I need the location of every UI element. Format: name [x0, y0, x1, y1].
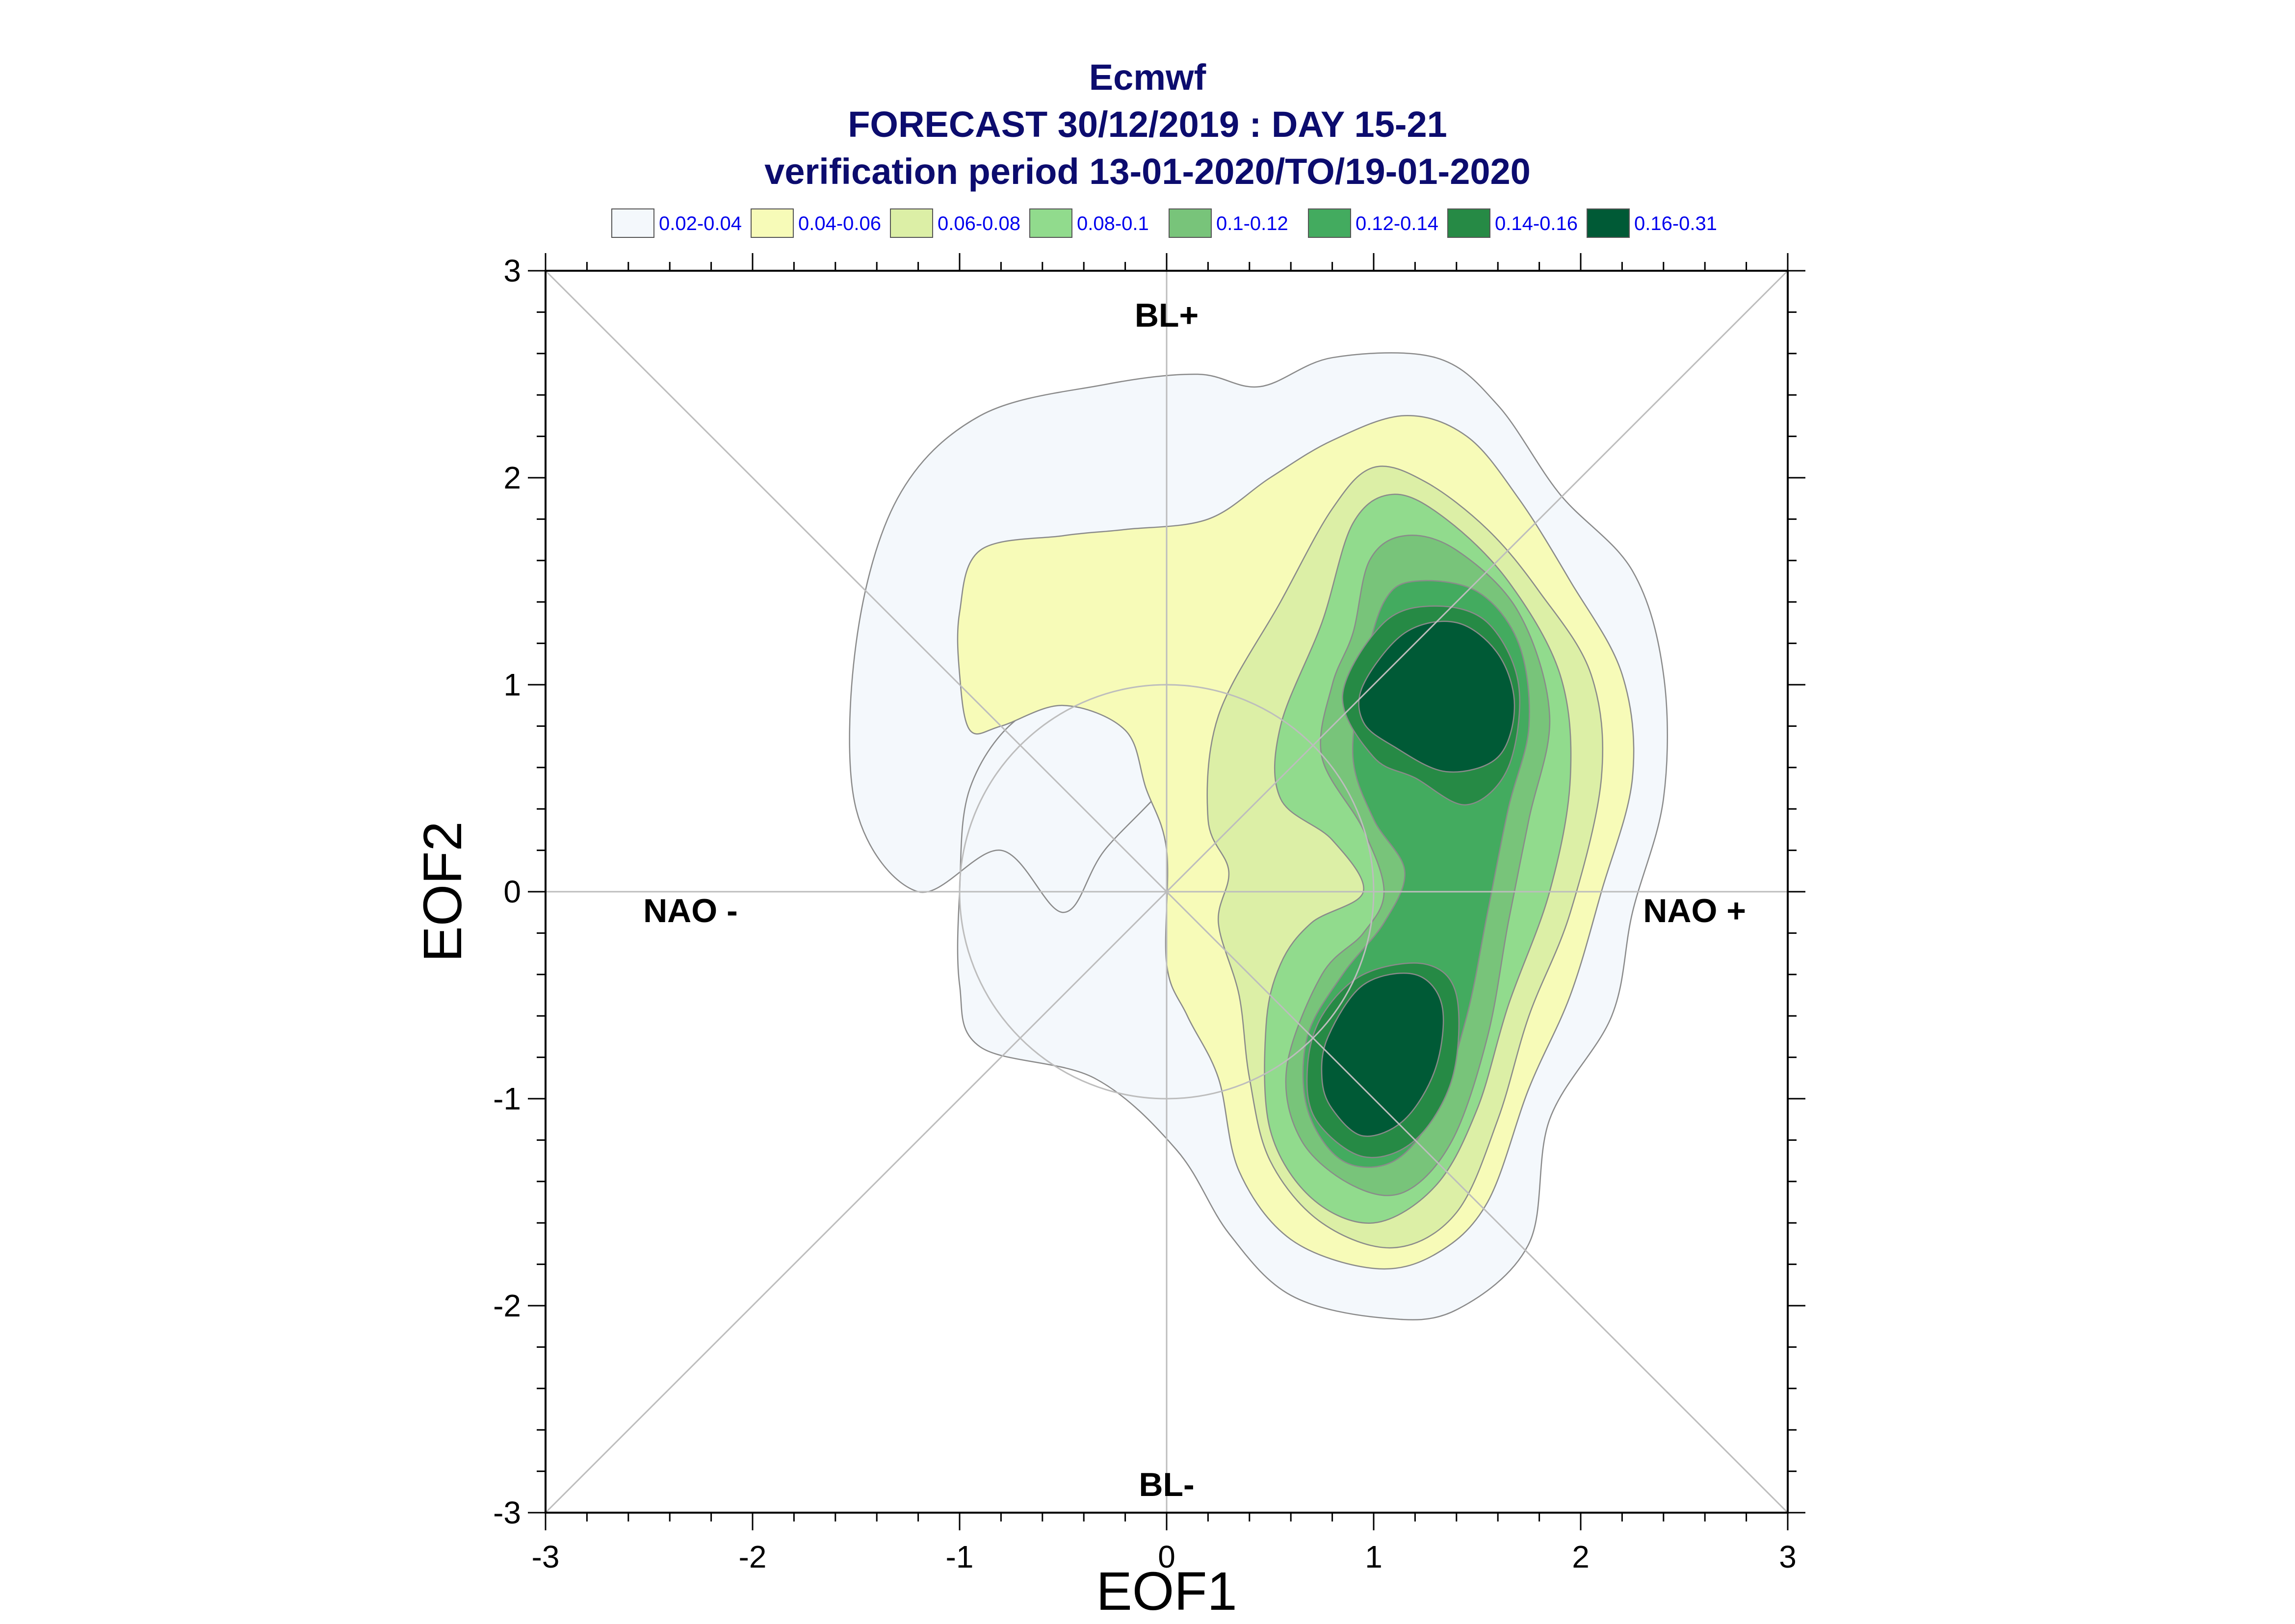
legend-swatch-4 [1169, 208, 1212, 238]
y-axis-title: EOF2 [413, 821, 473, 962]
legend-swatch-2 [890, 208, 933, 238]
y-tick-label: -2 [493, 1288, 521, 1323]
regime-label-nao-plus: NAO + [1643, 892, 1746, 929]
reference-lines [545, 270, 1789, 1514]
title-model: Ecmwf [1089, 57, 1206, 98]
legend-swatch-3 [1029, 208, 1072, 238]
x-tick-label: 0 [1158, 1539, 1175, 1574]
y-tick-label: -3 [493, 1495, 521, 1530]
legend-swatch-1 [751, 208, 794, 238]
x-tick-label: -3 [532, 1539, 560, 1574]
title-verification: verification period 13-01-2020/TO/19-01-… [764, 151, 1531, 192]
y-tick-label: 0 [503, 874, 521, 909]
x-tick-label: 3 [1779, 1539, 1797, 1574]
x-tick-label: 2 [1572, 1539, 1590, 1574]
density-contours [849, 352, 1668, 1321]
legend-label-7: 0.16-0.31 [1634, 213, 1717, 234]
y-tick-label: 2 [503, 460, 521, 495]
legend: 0.02-0.04 0.04-0.06 0.06-0.08 0.08-0.1 0.1-0… [611, 208, 1717, 238]
legend-label-5: 0.12-0.14 [1356, 213, 1438, 234]
diagonal-line-2 [545, 270, 1789, 1514]
legend-swatch-6 [1447, 208, 1490, 238]
contour-0.16-upper [1358, 620, 1515, 773]
contour-0.16-lower [1321, 972, 1444, 1137]
regime-label-nao-minus: NAO - [643, 892, 738, 929]
regime-label-bl-minus: BL- [1139, 1466, 1194, 1503]
x-tick-label: 1 [1365, 1539, 1382, 1574]
legend-label-6: 0.14-0.16 [1495, 213, 1578, 234]
y-tick-label: 1 [503, 667, 521, 702]
legend-label-4: 0.1-0.12 [1216, 213, 1288, 234]
y-tick-label: 3 [503, 253, 521, 288]
unit-circle [959, 684, 1375, 1100]
legend-swatch-5 [1308, 208, 1351, 238]
legend-swatch-7 [1587, 208, 1630, 238]
chart-title-block: Ecmwf FORECAST 30/12/2019 : DAY 15-21 ve… [0, 54, 2295, 195]
legend-swatch-0 [611, 208, 654, 238]
y-tick-label: -1 [493, 1081, 521, 1116]
regime-label-bl-plus: BL+ [1135, 297, 1199, 334]
legend-label-1: 0.04-0.06 [798, 213, 881, 234]
x-tick-label: -1 [946, 1539, 974, 1574]
legend-label-2: 0.06-0.08 [938, 213, 1020, 234]
title-forecast: FORECAST 30/12/2019 : DAY 15-21 [848, 104, 1447, 145]
legend-label-0: 0.02-0.04 [659, 213, 742, 234]
x-tick-label: -2 [739, 1539, 767, 1574]
labels: -3 -2 -1 0 1 2 3 -3 -2 -1 0 1 2 3 EOF1 EOF2 BL+ BL- NAO - N… [413, 253, 1797, 1622]
axis-ticks [528, 253, 1805, 1530]
x-axis-title: EOF1 [1096, 1561, 1237, 1622]
legend-label-3: 0.08-0.1 [1077, 213, 1149, 234]
